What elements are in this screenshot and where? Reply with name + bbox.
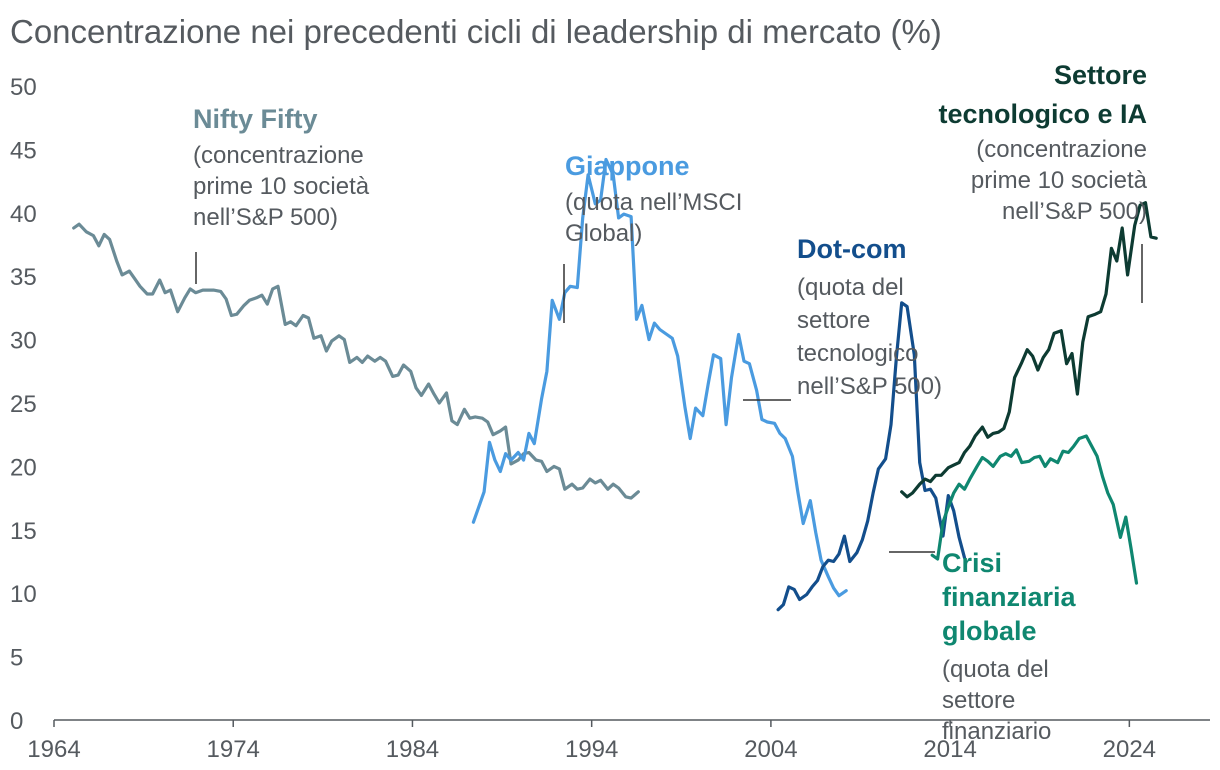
- annotation-note: (concentrazione: [193, 142, 364, 169]
- annotation-name: Dot-com: [797, 234, 907, 264]
- y-tick-label: 15: [10, 518, 37, 545]
- series-line-giappone: [471, 157, 848, 598]
- series-line-nifty: [72, 222, 640, 500]
- series-group: [72, 157, 1158, 612]
- y-tick-label: 0: [10, 708, 23, 735]
- x-tick-label: 2014: [923, 736, 976, 763]
- annotation-giappone: Giappone (quota nell’MSCI Global): [565, 151, 742, 247]
- annotation-name: Crisi: [942, 548, 1002, 578]
- annotation-leaders: [195, 244, 1143, 553]
- annotation-note: (concentrazione: [976, 136, 1147, 163]
- annotation-crisi: Crisi finanziaria globale (quota del settore…: [942, 548, 1077, 745]
- annotation-name: Giappone: [565, 151, 690, 181]
- x-tick-label: 1974: [207, 736, 260, 763]
- y-tick-label: 50: [10, 74, 37, 101]
- annotation-note: nell’S&P 500): [1002, 198, 1147, 225]
- annotation-note: Global): [565, 220, 642, 247]
- annotation-name: tecnologico e IA: [938, 99, 1147, 129]
- x-tick-label: 1994: [565, 736, 618, 763]
- chart-title: Concentrazione nei precedenti cicli di l…: [10, 13, 942, 50]
- annotation-note: tecnologico: [797, 340, 918, 367]
- series-line-tech: [900, 201, 1158, 499]
- y-tick-label: 25: [10, 391, 37, 418]
- annotation-note: prime 10 società: [971, 167, 1148, 194]
- y-tick-label: 10: [10, 581, 37, 608]
- annotation-name: Nifty Fifty: [193, 104, 318, 134]
- annotation-note: nell’S&P 500): [193, 204, 338, 231]
- annotation-name: finanziaria: [942, 582, 1077, 612]
- x-tick-label: 2004: [744, 736, 797, 763]
- x-tick-label: 1984: [386, 736, 439, 763]
- x-tick-label: 2024: [1103, 736, 1156, 763]
- y-tick-label: 5: [10, 645, 23, 672]
- y-tick-label: 40: [10, 201, 37, 228]
- annotation-note: (quota nell’MSCI: [565, 189, 742, 216]
- x-axis-ticks: 1964 1974 1984 1994 2004 2014 2024: [27, 720, 1156, 763]
- y-axis-ticks: 0 5 10 15 20 25 30 35 40 45 50: [10, 74, 37, 735]
- annotation-nifty: Nifty Fifty (concentrazione prime 10 socie…: [193, 104, 370, 231]
- annotation-name: globale: [942, 616, 1037, 646]
- annotation-note: finanziario: [942, 718, 1051, 745]
- annotation-name: Settore: [1054, 60, 1147, 90]
- annotation-tech: Settore tecnologico e IA (concentrazione pr…: [938, 60, 1147, 225]
- annotation-note: nell’S&P 500): [797, 373, 942, 400]
- x-tick-label: 1964: [27, 736, 80, 763]
- y-tick-label: 35: [10, 264, 37, 291]
- annotations: Nifty Fifty (concentrazione prime 10 socie…: [193, 60, 1148, 745]
- annotation-note: settore: [942, 687, 1015, 714]
- annotation-note: settore: [797, 307, 870, 334]
- annotation-note: (quota del: [942, 656, 1049, 683]
- series-line-dotcom: [776, 301, 967, 612]
- annotation-note: prime 10 società: [193, 173, 370, 200]
- y-tick-label: 30: [10, 328, 37, 355]
- annotation-note: (quota del: [797, 274, 904, 301]
- y-tick-label: 20: [10, 454, 37, 481]
- series-line-crisi: [930, 434, 1139, 585]
- annotation-dotcom: Dot-com (quota del settore tecnologico nell’…: [797, 234, 942, 400]
- y-tick-label: 45: [10, 137, 37, 164]
